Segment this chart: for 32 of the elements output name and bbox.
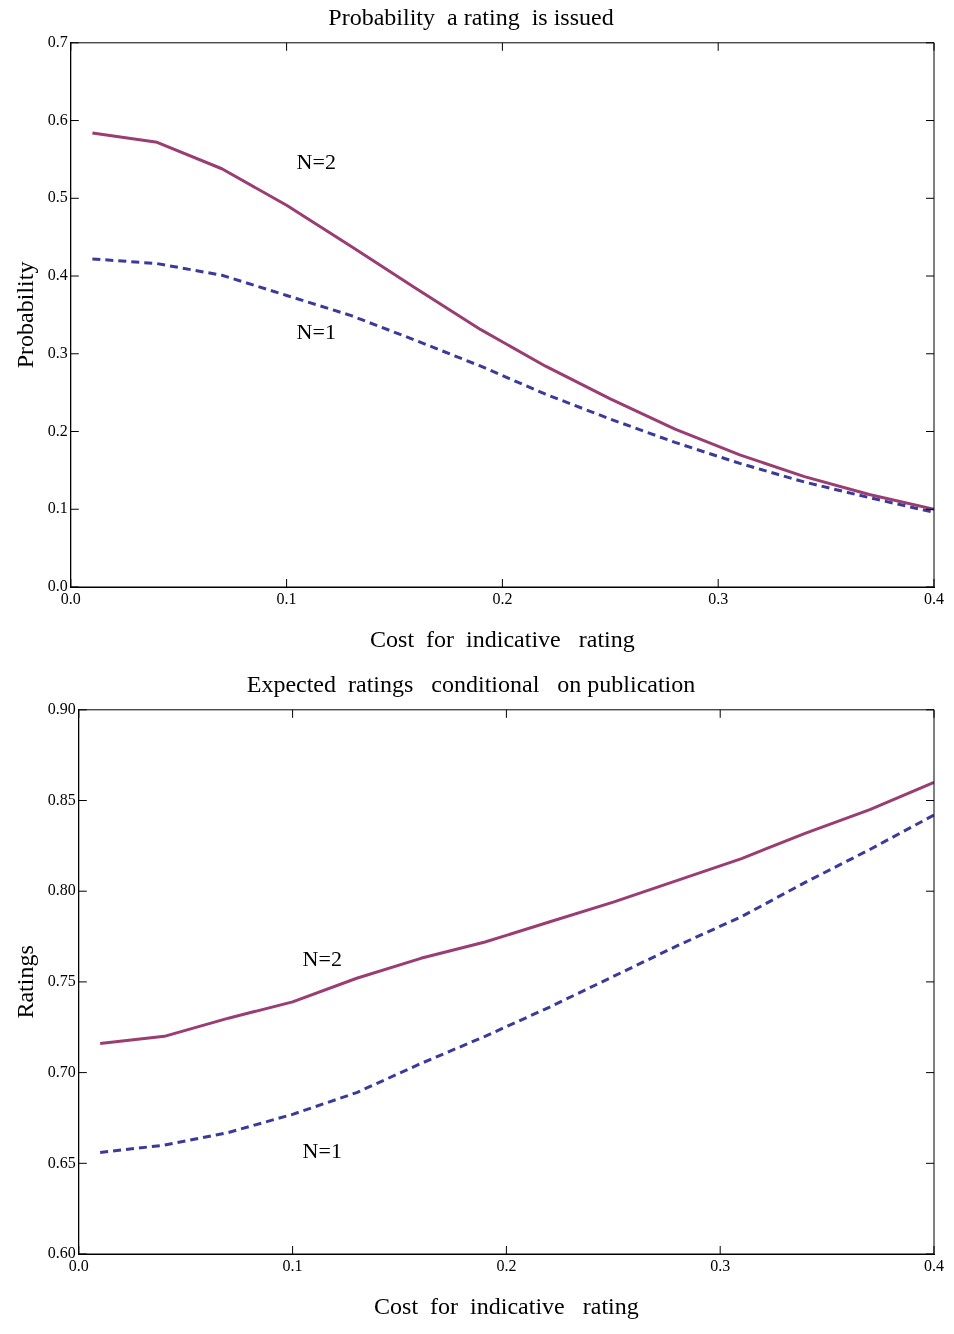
series-label: N=1 — [302, 1138, 342, 1164]
chart-title: Probability a rating is issued — [328, 3, 614, 30]
series-label: N=1 — [296, 319, 336, 345]
y-tick-label: 0.4 — [47, 266, 68, 284]
x-tick-label: 0.2 — [496, 1256, 517, 1274]
series-label: N=2 — [302, 945, 342, 971]
y-tick-label: 0.3 — [47, 343, 68, 361]
x-tick-label: 0.4 — [924, 589, 944, 607]
x-axis-title: Cost for indicative rating — [370, 625, 635, 652]
y-tick-label: 0.85 — [47, 790, 76, 808]
x-tick-label: 0.3 — [708, 589, 729, 607]
y-tick-label: 0.90 — [47, 700, 76, 717]
x-tick-label: 0.3 — [710, 1256, 731, 1274]
x-tick-label: 0.4 — [924, 1256, 944, 1274]
chart-title: Expected ratings conditional on publication — [246, 670, 696, 697]
y-tick-label: 0.65 — [47, 1153, 76, 1171]
line-series — [90, 257, 934, 514]
x-tick-label: 0.2 — [492, 589, 513, 607]
series-label: N=2 — [296, 149, 336, 175]
y-tick-label: 0.6 — [47, 110, 68, 128]
y-tick-label: 0.80 — [47, 881, 76, 899]
y-tick-label: 0.75 — [47, 972, 76, 990]
x-tick-label: 0.1 — [276, 589, 297, 607]
y-tick-label: 0.2 — [47, 421, 68, 439]
y-axis-title: Probability — [11, 261, 38, 369]
x-tick-label: 0.1 — [282, 1256, 303, 1274]
y-tick-label: 0.70 — [47, 1062, 76, 1080]
x-axis-title: Cost for indicative rating — [374, 1292, 639, 1319]
y-tick-label: 0.1 — [47, 499, 68, 517]
y-axis-title: Ratings — [11, 945, 38, 1019]
y-tick-label: 0.7 — [47, 33, 68, 50]
y-tick-label: 0.5 — [47, 188, 68, 206]
